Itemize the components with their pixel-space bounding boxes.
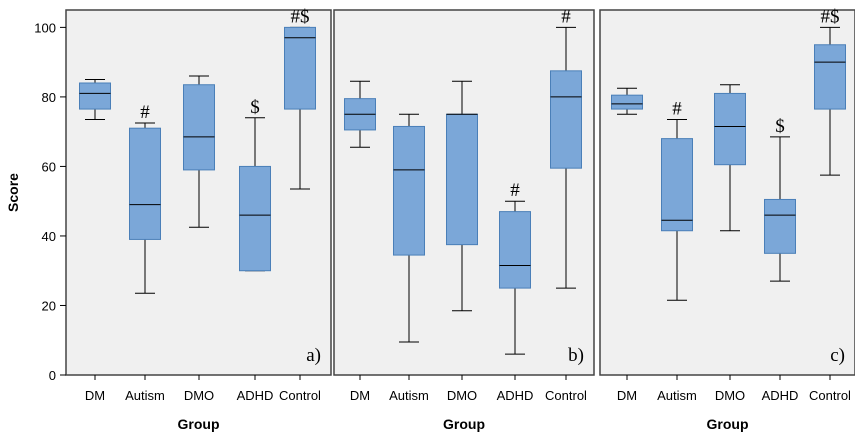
box-adhd: $	[239, 97, 271, 272]
y-tick-label: 40	[42, 229, 56, 244]
x-tick-label: ADHD	[237, 388, 274, 403]
y-tick-label: 20	[42, 298, 56, 313]
x-tick-label: ADHD	[497, 388, 534, 403]
x-tick-label: DMO	[447, 388, 477, 403]
iqr-box	[79, 82, 111, 110]
significance-mark: #	[561, 6, 571, 27]
iqr-box	[239, 165, 271, 272]
x-axis-title: Group	[443, 416, 485, 432]
box-control: #	[550, 6, 582, 289]
significance-mark: #	[510, 180, 520, 201]
significance-mark: $	[775, 116, 785, 137]
box-adhd: #	[499, 180, 531, 355]
x-tick-label: DMO	[184, 388, 214, 403]
x-tick-label: DM	[617, 388, 637, 403]
x-tick-label: Autism	[657, 388, 697, 403]
box-control: #$	[284, 6, 316, 190]
y-tick-label: 100	[34, 20, 56, 35]
x-tick-label: Autism	[125, 388, 165, 403]
box-dmo	[714, 84, 746, 232]
plot-area	[599, 9, 855, 376]
significance-mark: #	[672, 99, 682, 120]
iqr-box	[183, 84, 215, 171]
x-tick-label: ADHD	[762, 388, 799, 403]
box-dm	[344, 80, 376, 148]
x-tick-label: Control	[545, 388, 587, 403]
iqr-box	[764, 198, 796, 254]
iqr-box	[129, 127, 161, 240]
box-adhd: $	[764, 116, 796, 282]
box-autism: #	[129, 102, 161, 294]
x-tick-label: DM	[85, 388, 105, 403]
x-tick-label: Control	[809, 388, 851, 403]
iqr-box	[499, 211, 531, 289]
x-tick-label: DMO	[715, 388, 745, 403]
panel-3: DM # Autism DMO $ ADHD #$ Control Group c)	[599, 6, 855, 432]
box-autism	[393, 113, 425, 343]
y-tick-label: 80	[42, 90, 56, 105]
panel-label: b)	[568, 345, 584, 366]
box-control: #$	[814, 6, 846, 176]
y-tick-label: 60	[42, 159, 56, 174]
iqr-box	[550, 70, 582, 169]
y-axis-title: Score	[5, 173, 21, 212]
iqr-box	[814, 44, 846, 110]
iqr-box	[611, 94, 643, 110]
x-tick-label: Autism	[389, 388, 429, 403]
box-dm	[611, 87, 643, 115]
iqr-box	[284, 26, 316, 110]
iqr-box	[714, 92, 746, 166]
iqr-box	[446, 113, 478, 246]
significance-mark: $	[250, 97, 260, 118]
box-dm	[79, 79, 111, 120]
box-dmo	[446, 80, 478, 312]
panel-2: DM Autism DMO # ADHD # Control Group b)	[333, 6, 595, 432]
significance-mark: #$	[291, 6, 310, 27]
box-dmo	[183, 75, 215, 228]
significance-mark: #$	[821, 6, 840, 27]
x-tick-label: Control	[279, 388, 321, 403]
panel-label: c)	[830, 345, 845, 366]
significance-mark: #	[140, 102, 150, 123]
x-tick-label: DM	[350, 388, 370, 403]
x-axis-title: Group	[707, 416, 749, 432]
iqr-box	[661, 138, 693, 232]
y-tick-label: 0	[49, 368, 56, 383]
panel-1: 0 20 40 60 80 100 Score DM # Autism DMO $ ADHD #$ Cont…	[5, 6, 332, 432]
x-axis-title: Group	[178, 416, 220, 432]
box-autism: #	[661, 99, 693, 301]
panel-label: a)	[306, 345, 321, 366]
iqr-box	[393, 125, 425, 256]
